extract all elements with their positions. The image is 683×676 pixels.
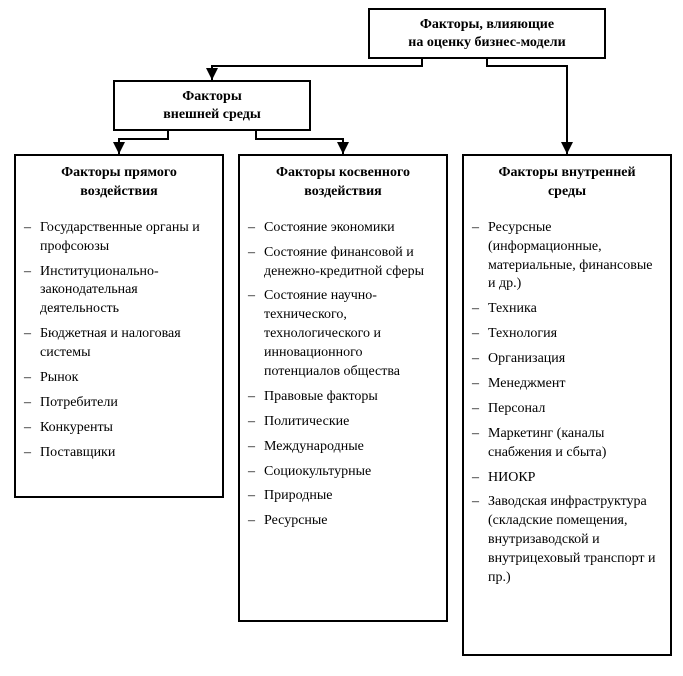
list-item: Маркетинг (каналы снабжения и сбыта)	[486, 422, 662, 466]
list-item: НИОКР	[486, 466, 662, 491]
column-internal-header: Факторы внутреннейсреды	[464, 156, 670, 212]
list-item: Ресурсные (информационные, материальные,…	[486, 216, 662, 298]
list-item: Организация	[486, 347, 662, 372]
list-item: Заводская инфраструктура (складские поме…	[486, 490, 662, 590]
column-indirect-list: Состояние экономикиСостояние финансовой …	[240, 212, 446, 544]
column-direct: Факторы прямоговоздействия Государственн…	[14, 154, 224, 498]
root-label: Факторы, влияющиена оценку бизнес-модели	[408, 17, 565, 50]
list-item: Природные	[262, 484, 438, 509]
list-item: Политические	[262, 410, 438, 435]
list-item: Рынок	[38, 366, 214, 391]
external-node: Факторывнешней среды	[113, 80, 311, 131]
list-item: Институционально-законодательная деятель…	[38, 260, 214, 323]
list-item: Состояние экономики	[262, 216, 438, 241]
list-item: Состояние научно-технического, технологи…	[262, 284, 438, 384]
list-item: Бюджетная и налоговая системы	[38, 322, 214, 366]
list-item: Правовые факторы	[262, 385, 438, 410]
list-item: Технология	[486, 322, 662, 347]
list-item: Государственные органы и профсоюзы	[38, 216, 214, 260]
list-item: Потребители	[38, 391, 214, 416]
root-node: Факторы, влияющиена оценку бизнес-модели	[368, 8, 606, 59]
column-direct-list: Государственные органы и профсоюзыИнстит…	[16, 212, 222, 476]
list-item: Состояние финансовой и денежно-кредитной…	[262, 241, 438, 285]
column-indirect-header: Факторы косвенноговоздействия	[240, 156, 446, 212]
list-item: Персонал	[486, 397, 662, 422]
list-item: Социокультурные	[262, 460, 438, 485]
column-indirect: Факторы косвенноговоздействия Состояние …	[238, 154, 448, 622]
column-internal-list: Ресурсные (информационные, материальные,…	[464, 212, 670, 601]
column-internal: Факторы внутреннейсреды Ресурсные (инфор…	[462, 154, 672, 656]
diagram-canvas: Факторы, влияющиена оценку бизнес-модели…	[8, 8, 675, 668]
list-item: Менеджмент	[486, 372, 662, 397]
list-item: Поставщики	[38, 441, 214, 466]
column-direct-header: Факторы прямоговоздействия	[16, 156, 222, 212]
list-item: Ресурсные	[262, 509, 438, 534]
list-item: Конкуренты	[38, 416, 214, 441]
external-label: Факторывнешней среды	[163, 89, 261, 122]
list-item: Международные	[262, 435, 438, 460]
list-item: Техника	[486, 297, 662, 322]
